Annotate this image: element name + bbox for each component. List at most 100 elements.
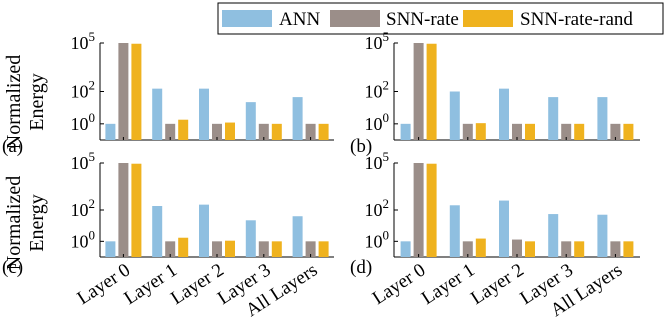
bar-snn-rate-2 [212,123,222,140]
legend-label-snn-rate-rand: SNN-rate-rand [520,9,633,30]
bar-snn-rate-1 [462,123,473,140]
bar-snn-rate-rand-3 [574,241,585,257]
y-tick-label: 100 [365,110,390,134]
legend-swatch-ann [222,10,272,27]
bar-snn-rate-3 [561,241,572,257]
bar-snn-rate-rand-0 [131,43,142,140]
bar-ann-4 [292,97,303,140]
bar-ann-4 [597,97,608,140]
bar-snn-rate-3 [258,241,269,257]
bar-snn-rate-1 [165,123,176,140]
y-tick-label: 100 [365,227,390,251]
bar-snn-rate-4 [305,241,316,257]
ylabel-bottom-line2: Energy [26,194,48,251]
x-tick-label: Layer 2 [467,260,528,310]
bar-snn-rate-0 [413,163,424,257]
bar-snn-rate-rand-4 [318,241,329,257]
bar-snn-rate-rand-4 [623,123,634,140]
bar-snn-rate-rand-3 [574,123,585,140]
bar-snn-rate-1 [165,241,176,257]
bar-ann-2 [499,200,509,257]
panel-label: (d) [350,257,372,278]
y-tick-label: 102 [365,78,390,102]
x-tick-label: Layer 1 [120,260,181,310]
y-tick-label: 105 [365,29,390,53]
bar-snn-rate-3 [561,123,572,140]
y-tick-label: 102 [365,196,390,220]
bar-ann-3 [245,220,256,257]
bar-snn-rate-rand-2 [525,241,535,257]
bar-ann-1 [152,88,163,140]
bar-ann-0 [105,241,116,257]
y-tick-label: 105 [71,149,96,173]
bar-snn-rate-rand-4 [318,123,329,140]
legend: ANN SNN-rate SNN-rate-rand [217,2,664,35]
ylabel-top: Normalized Energy [3,55,48,149]
bar-ann-2 [499,88,509,140]
bar-snn-rate-4 [610,123,621,140]
bar-ann-2 [199,88,209,140]
bar-snn-rate-rand-0 [426,43,437,140]
bar-snn-rate-rand-2 [525,123,535,140]
y-tick-label: 100 [71,110,96,134]
bar-snn-rate-rand-4 [623,241,634,257]
bar-ann-3 [548,214,559,257]
bar-snn-rate-2 [512,239,522,257]
bar-snn-rate-2 [512,123,522,140]
bar-snn-rate-rand-3 [271,123,282,140]
panel-1: 100 102 105 (b) [350,29,640,157]
bar-snn-rate-rand-1 [475,238,486,257]
bar-snn-rate-0 [118,43,129,140]
bar-snn-rate-rand-0 [426,163,437,257]
bar-ann-2 [199,204,209,257]
ylabel-top-line1: Normalized [3,55,25,149]
bar-snn-rate-2 [212,241,222,257]
panel-label: (b) [350,136,372,157]
ylabel-bottom: Normalized Energy [3,176,48,270]
legend-label-snn-rate: SNN-rate [386,9,459,30]
bar-snn-rate-rand-2 [225,122,235,140]
bar-ann-1 [449,91,460,140]
bar-ann-4 [597,214,608,257]
bar-ann-3 [548,97,559,140]
bar-snn-rate-1 [462,241,473,257]
ylabel-top-line2: Energy [26,73,48,130]
panel-label: (a) [2,136,23,157]
bar-snn-rate-rand-1 [178,237,189,257]
x-tick-label: Layer 0 [74,260,135,310]
bar-ann-3 [245,102,256,140]
y-tick-label: 102 [71,196,96,220]
bar-ann-1 [152,206,163,257]
y-tick-label: 100 [71,227,96,251]
bar-snn-rate-rand-1 [475,123,486,140]
y-tick-label: 105 [365,149,390,173]
x-tick-label: Layer 2 [167,260,228,310]
bar-ann-0 [400,123,411,140]
legend-box [217,2,664,35]
legend-swatch-snn-rate [330,10,380,27]
bar-ann-0 [400,241,411,257]
legend-swatch-snn-rate-rand [463,10,513,27]
legend-label-ann: ANN [279,9,320,30]
bar-snn-rate-4 [305,123,316,140]
panel-label: (c) [2,257,23,278]
bar-snn-rate-rand-2 [225,240,235,257]
bar-snn-rate-0 [118,163,129,257]
bar-snn-rate-4 [610,241,621,257]
bar-snn-rate-rand-3 [271,241,282,257]
bar-snn-rate-3 [258,123,269,140]
bar-snn-rate-rand-0 [131,163,142,257]
x-tick-label: Layer 0 [369,260,430,310]
ylabel-bottom-line1: Normalized [3,176,25,270]
bar-ann-1 [449,205,460,257]
panel-0: 100 102 105 (a) [2,29,334,157]
bar-snn-rate-0 [413,43,424,140]
y-tick-label: 105 [71,29,96,53]
x-tick-label: Layer 1 [418,260,479,310]
bar-ann-0 [105,123,116,140]
